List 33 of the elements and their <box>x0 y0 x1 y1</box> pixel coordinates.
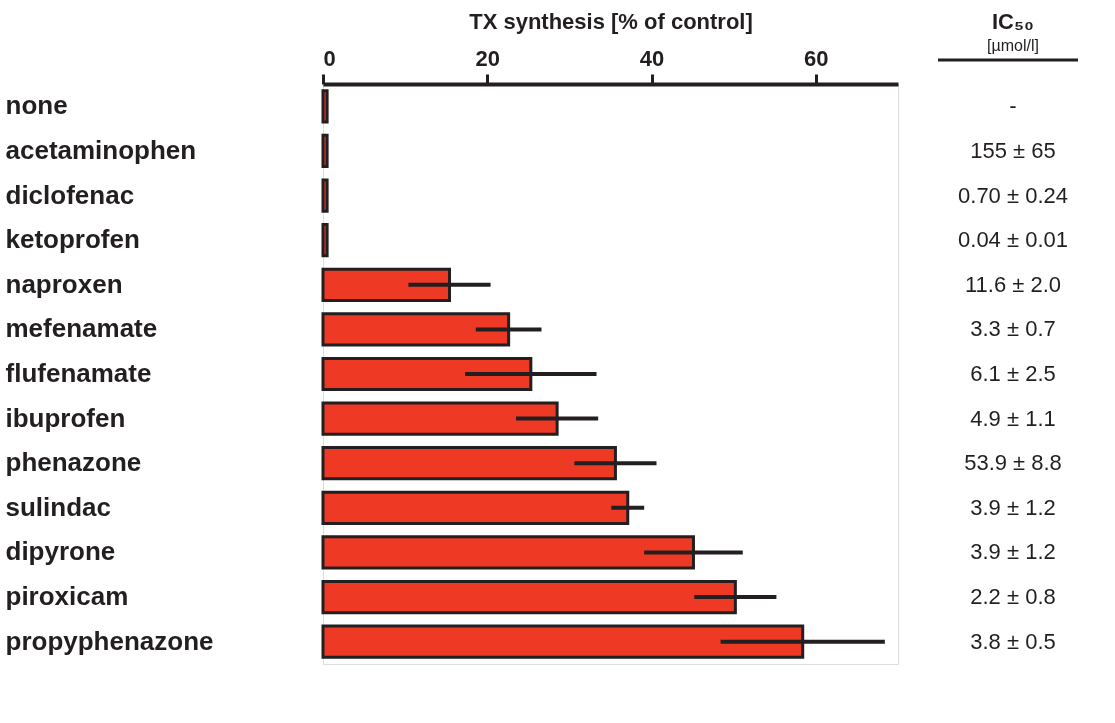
y-tick-label: flufenamate <box>5 358 152 388</box>
y-tick-label: dipyrone <box>5 536 116 567</box>
y-tick-label: ibuprofen <box>5 402 126 433</box>
y-tick-label: mefenamate <box>5 313 158 344</box>
y-tick-label: sulindac <box>5 491 111 522</box>
x-tick-label: 40 <box>639 45 665 71</box>
text: 2.2 ± 0.8 <box>970 584 1056 610</box>
x-tick-label: 20 <box>475 45 501 71</box>
text: 4.9 ± 1.1 <box>970 405 1056 431</box>
y-tick-label: phenazone <box>5 447 142 478</box>
text: 155 ± 65 <box>970 137 1056 163</box>
y-tick-label: diclofenac <box>5 179 135 210</box>
text: 3.8 ± 0.5 <box>970 628 1056 654</box>
text: 3.3 ± 0.7 <box>970 316 1056 342</box>
x-tick-label: 0 <box>323 45 336 71</box>
y-tick-label: acetaminophen <box>5 134 197 165</box>
y-tick-label: none <box>5 90 68 121</box>
text: 6.1 ± 2.5 <box>970 361 1056 386</box>
text: 0.04 ± 0.01 <box>958 227 1068 253</box>
text: 53.9 ± 8.8 <box>964 450 1062 476</box>
text: 0.70 ± 0.24 <box>958 182 1068 208</box>
text: - <box>1009 93 1017 119</box>
x-axis-title: TX synthesis [% of control] <box>469 8 753 34</box>
text: IC₅₀ <box>991 9 1035 34</box>
text: 11.6 ± 2.0 <box>964 271 1062 297</box>
text: 3.9 ± 1.2 <box>970 494 1056 520</box>
text: [µmol/l] <box>987 37 1039 54</box>
text: 3.9 ± 1.2 <box>970 539 1056 565</box>
y-tick-label: piroxicam <box>5 581 129 612</box>
y-tick-label: naproxen <box>5 268 123 299</box>
y-tick-label: ketoprofen <box>5 224 140 255</box>
x-tick-label: 60 <box>804 45 829 71</box>
y-tick-label: propyphenazone <box>5 625 214 656</box>
